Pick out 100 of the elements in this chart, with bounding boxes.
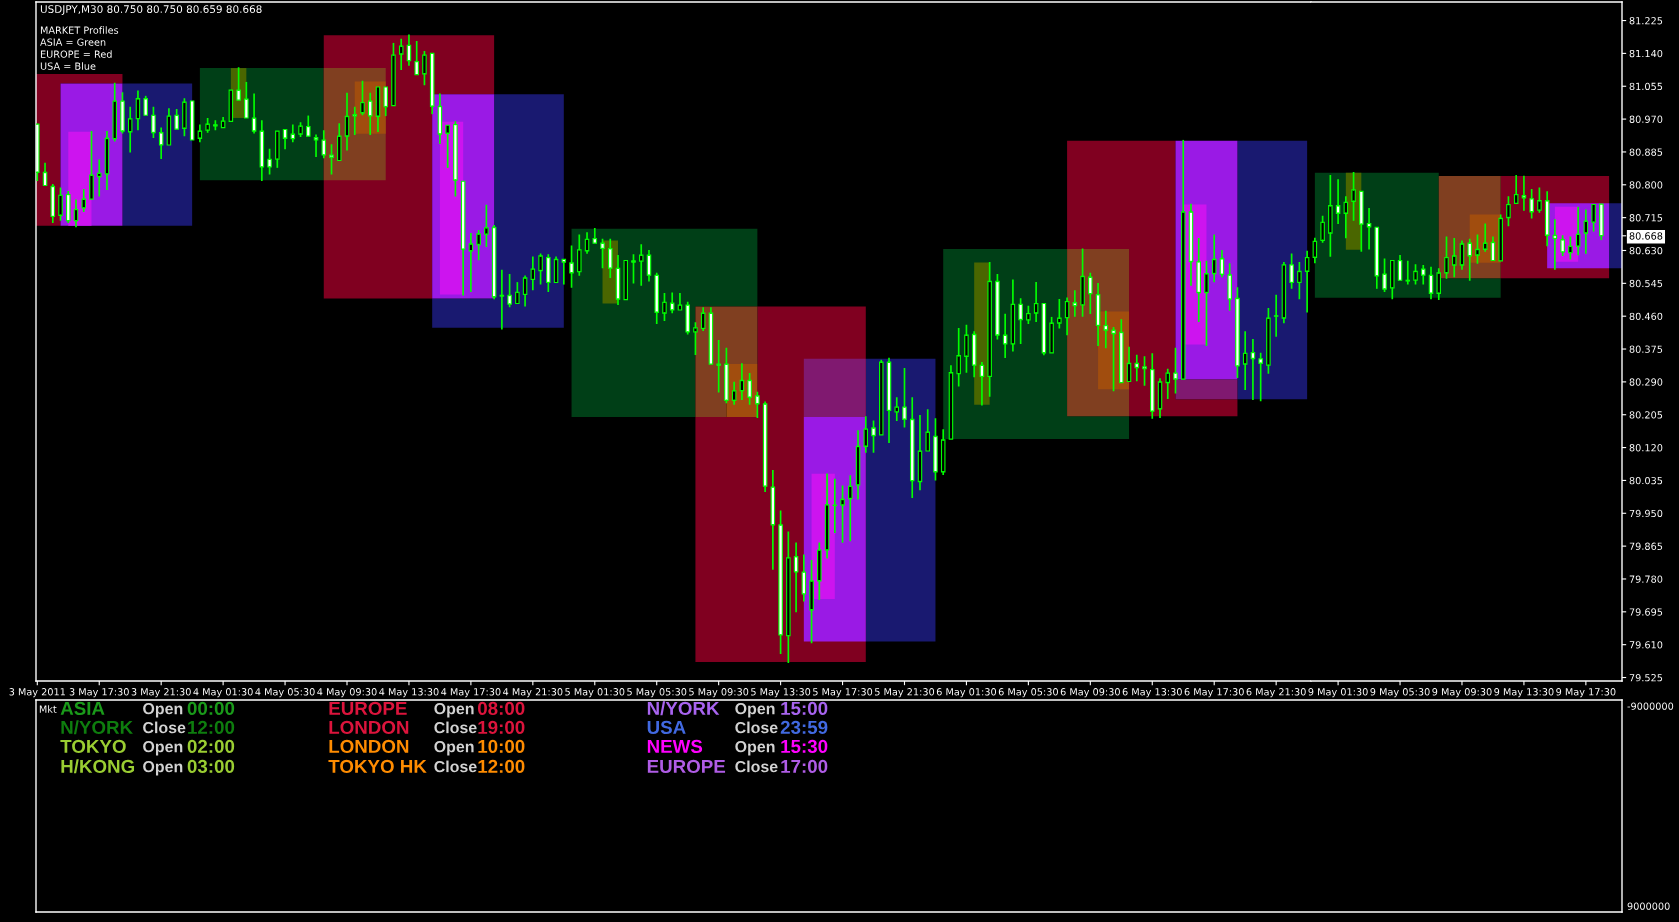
x-tick-label: 5 May 01:30 <box>565 688 625 698</box>
candlestick <box>546 254 551 292</box>
candlestick <box>848 475 853 542</box>
candlestick <box>329 144 334 175</box>
candlestick <box>1513 175 1519 204</box>
x-tick-label: 9 May 17:30 <box>1556 688 1616 698</box>
candlestick <box>879 359 884 436</box>
text: LONDON <box>329 720 409 735</box>
candlestick <box>1227 263 1232 311</box>
x-tick-label: 6 May 01:30 <box>936 688 997 698</box>
candlestick <box>817 542 822 600</box>
x-tick-label: 4 May 17:30 <box>441 688 501 698</box>
candlestick <box>654 272 659 324</box>
candlestick <box>801 554 807 602</box>
candlestick <box>127 106 133 153</box>
x-tick-label: 3 May 2011 <box>9 688 65 698</box>
candlestick <box>1343 196 1349 239</box>
candlestick <box>1475 234 1480 264</box>
x-tick-label: 6 May 05:30 <box>998 688 1058 698</box>
x-tick-label: 6 May 13:30 <box>1122 688 1182 698</box>
y-tick-label: 80.668 <box>1629 232 1663 240</box>
candlestick <box>909 397 915 498</box>
y-tick-label: 80.035 <box>1629 476 1663 485</box>
text: 03:00 <box>187 759 235 774</box>
candlestick <box>1002 313 1008 358</box>
candlestick <box>1150 353 1155 419</box>
candlestick <box>507 274 512 308</box>
candlestick <box>275 130 280 168</box>
candlestick <box>484 204 489 248</box>
candlestick <box>158 127 164 159</box>
candlestick <box>1258 352 1263 402</box>
candlestick <box>1390 259 1395 300</box>
candlestick <box>871 420 876 453</box>
candlestick <box>81 188 87 212</box>
candlestick <box>569 245 574 288</box>
text: N/YORK <box>647 701 720 716</box>
candlestick <box>1374 226 1380 289</box>
y-tick-label: 79.525 <box>1629 674 1663 682</box>
text: Open <box>735 740 775 756</box>
y-tick-label: 80.375 <box>1629 345 1663 353</box>
candlestick <box>685 301 690 335</box>
candlestick <box>337 123 342 162</box>
candlestick <box>50 183 56 224</box>
y-tick-label: 81.140 <box>1629 49 1663 58</box>
candlestick <box>1467 238 1472 281</box>
text: 12:00 <box>188 720 235 735</box>
text: 08:00 <box>478 701 525 716</box>
text: 23:59 <box>780 720 828 735</box>
text: 02:00 <box>187 739 235 754</box>
candlestick <box>925 409 930 452</box>
annotation: ASIA = Green <box>40 38 106 46</box>
candlestick <box>383 86 388 117</box>
chart-title: USDJPY,M30 80.750 80.750 80.659 80.668 <box>40 5 262 15</box>
candlestick <box>429 52 435 115</box>
y-tick-label: 79.865 <box>1629 542 1663 550</box>
candlestick <box>902 367 907 428</box>
text: Open <box>143 760 183 776</box>
candlestick <box>1359 190 1364 252</box>
candlestick <box>143 95 148 116</box>
candlestick <box>1297 262 1302 300</box>
candlestick <box>321 130 327 159</box>
x-tick-label: 5 May 17:30 <box>813 688 873 698</box>
candlestick <box>863 416 869 453</box>
x-tick-label: 4 May 09:30 <box>317 688 377 698</box>
candlestick <box>460 180 466 296</box>
candlestick <box>669 292 675 314</box>
candlestick <box>894 397 900 421</box>
annotation: MARKET Profiles <box>40 26 119 34</box>
candlestick <box>608 238 613 278</box>
candlestick <box>933 418 938 481</box>
candlestick <box>1080 248 1085 317</box>
text: Close <box>735 721 778 734</box>
y-tick-label: 80.205 <box>1629 411 1663 419</box>
y-tick-label: 79.950 <box>1629 509 1663 518</box>
text: Open <box>434 740 474 756</box>
candlestick <box>987 262 992 397</box>
x-tick-label: 6 May 21:30 <box>1246 688 1306 698</box>
candlestick <box>561 258 567 285</box>
candlestick <box>693 322 698 355</box>
text: -9000000 <box>1627 702 1674 710</box>
candlestick <box>971 331 977 378</box>
text: Close <box>434 760 477 773</box>
candlestick <box>1235 287 1240 379</box>
candlestick <box>778 510 783 655</box>
candlestick <box>298 122 303 137</box>
candlestick <box>1351 171 1356 221</box>
candlestick <box>631 254 636 284</box>
candlestick <box>600 238 605 269</box>
candlestick <box>964 324 969 373</box>
candlestick <box>1211 234 1217 283</box>
x-tick-label: 9 May 05:30 <box>1370 688 1430 698</box>
candlestick <box>1018 298 1023 345</box>
text: Close <box>143 721 186 734</box>
text: 00:00 <box>187 701 235 716</box>
candlestick <box>112 82 117 142</box>
candlestick <box>306 115 311 137</box>
candlestick <box>956 328 961 387</box>
candlestick <box>89 131 94 200</box>
x-tick-label: 3 May 21:30 <box>131 688 191 698</box>
x-tick-label: 4 May 21:30 <box>503 688 563 698</box>
